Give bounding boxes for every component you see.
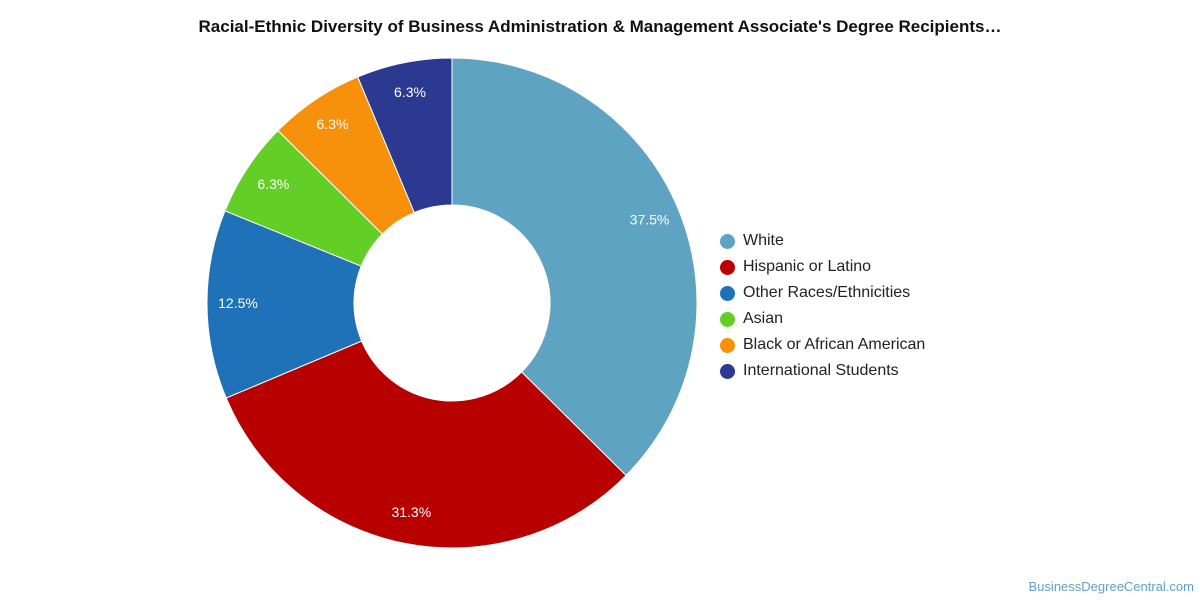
slice-label: 6.3% (394, 84, 426, 100)
legend-label: International Students (743, 362, 899, 379)
legend-item: Asian (720, 306, 925, 332)
legend-label: Hispanic or Latino (743, 258, 872, 275)
slice-label: 31.3% (391, 504, 431, 520)
donut-slice-hispanic-or-latino (225, 340, 627, 549)
donut-slice-white (451, 57, 698, 477)
donut-slice-international-students (357, 57, 453, 214)
legend-item: Hispanic or Latino (720, 254, 925, 280)
legend-label: White (743, 232, 784, 249)
donut-slice-labels: 37.5% 31.3% 12.5% 6.3% 6.3% 6.3% (218, 84, 669, 520)
legend-label: Asian (743, 310, 784, 327)
watermark: BusinessDegreeCentral.com (1028, 579, 1194, 594)
legend-marker-icon (720, 337, 735, 353)
slice-label: 6.3% (317, 116, 349, 132)
legend-marker-icon (720, 233, 735, 249)
legend-item: Black or African American (720, 332, 925, 358)
slice-label: 12.5% (218, 295, 258, 311)
chart-title: Racial-Ethnic Diversity of Business Admi… (198, 17, 1002, 36)
slice-label: 37.5% (630, 211, 670, 227)
legend-label: Other Races/Ethnicities (743, 284, 911, 301)
slice-label: 6.3% (257, 176, 289, 192)
legend-label: Black or African American (743, 336, 926, 353)
legend-item: White (720, 228, 925, 254)
legend-marker-icon (720, 363, 735, 379)
legend-item: Other Races/Ethnicities (720, 280, 925, 306)
legend-marker-icon (720, 259, 735, 275)
donut-slice-other-races-ethnicities (206, 210, 363, 399)
legend-marker-icon (720, 311, 735, 327)
chart-legend: White Hispanic or Latino Other Races/Ethni… (720, 228, 925, 384)
legend-item: International Students (720, 358, 925, 384)
donut-slices (206, 57, 698, 549)
legend-marker-icon (720, 285, 735, 301)
